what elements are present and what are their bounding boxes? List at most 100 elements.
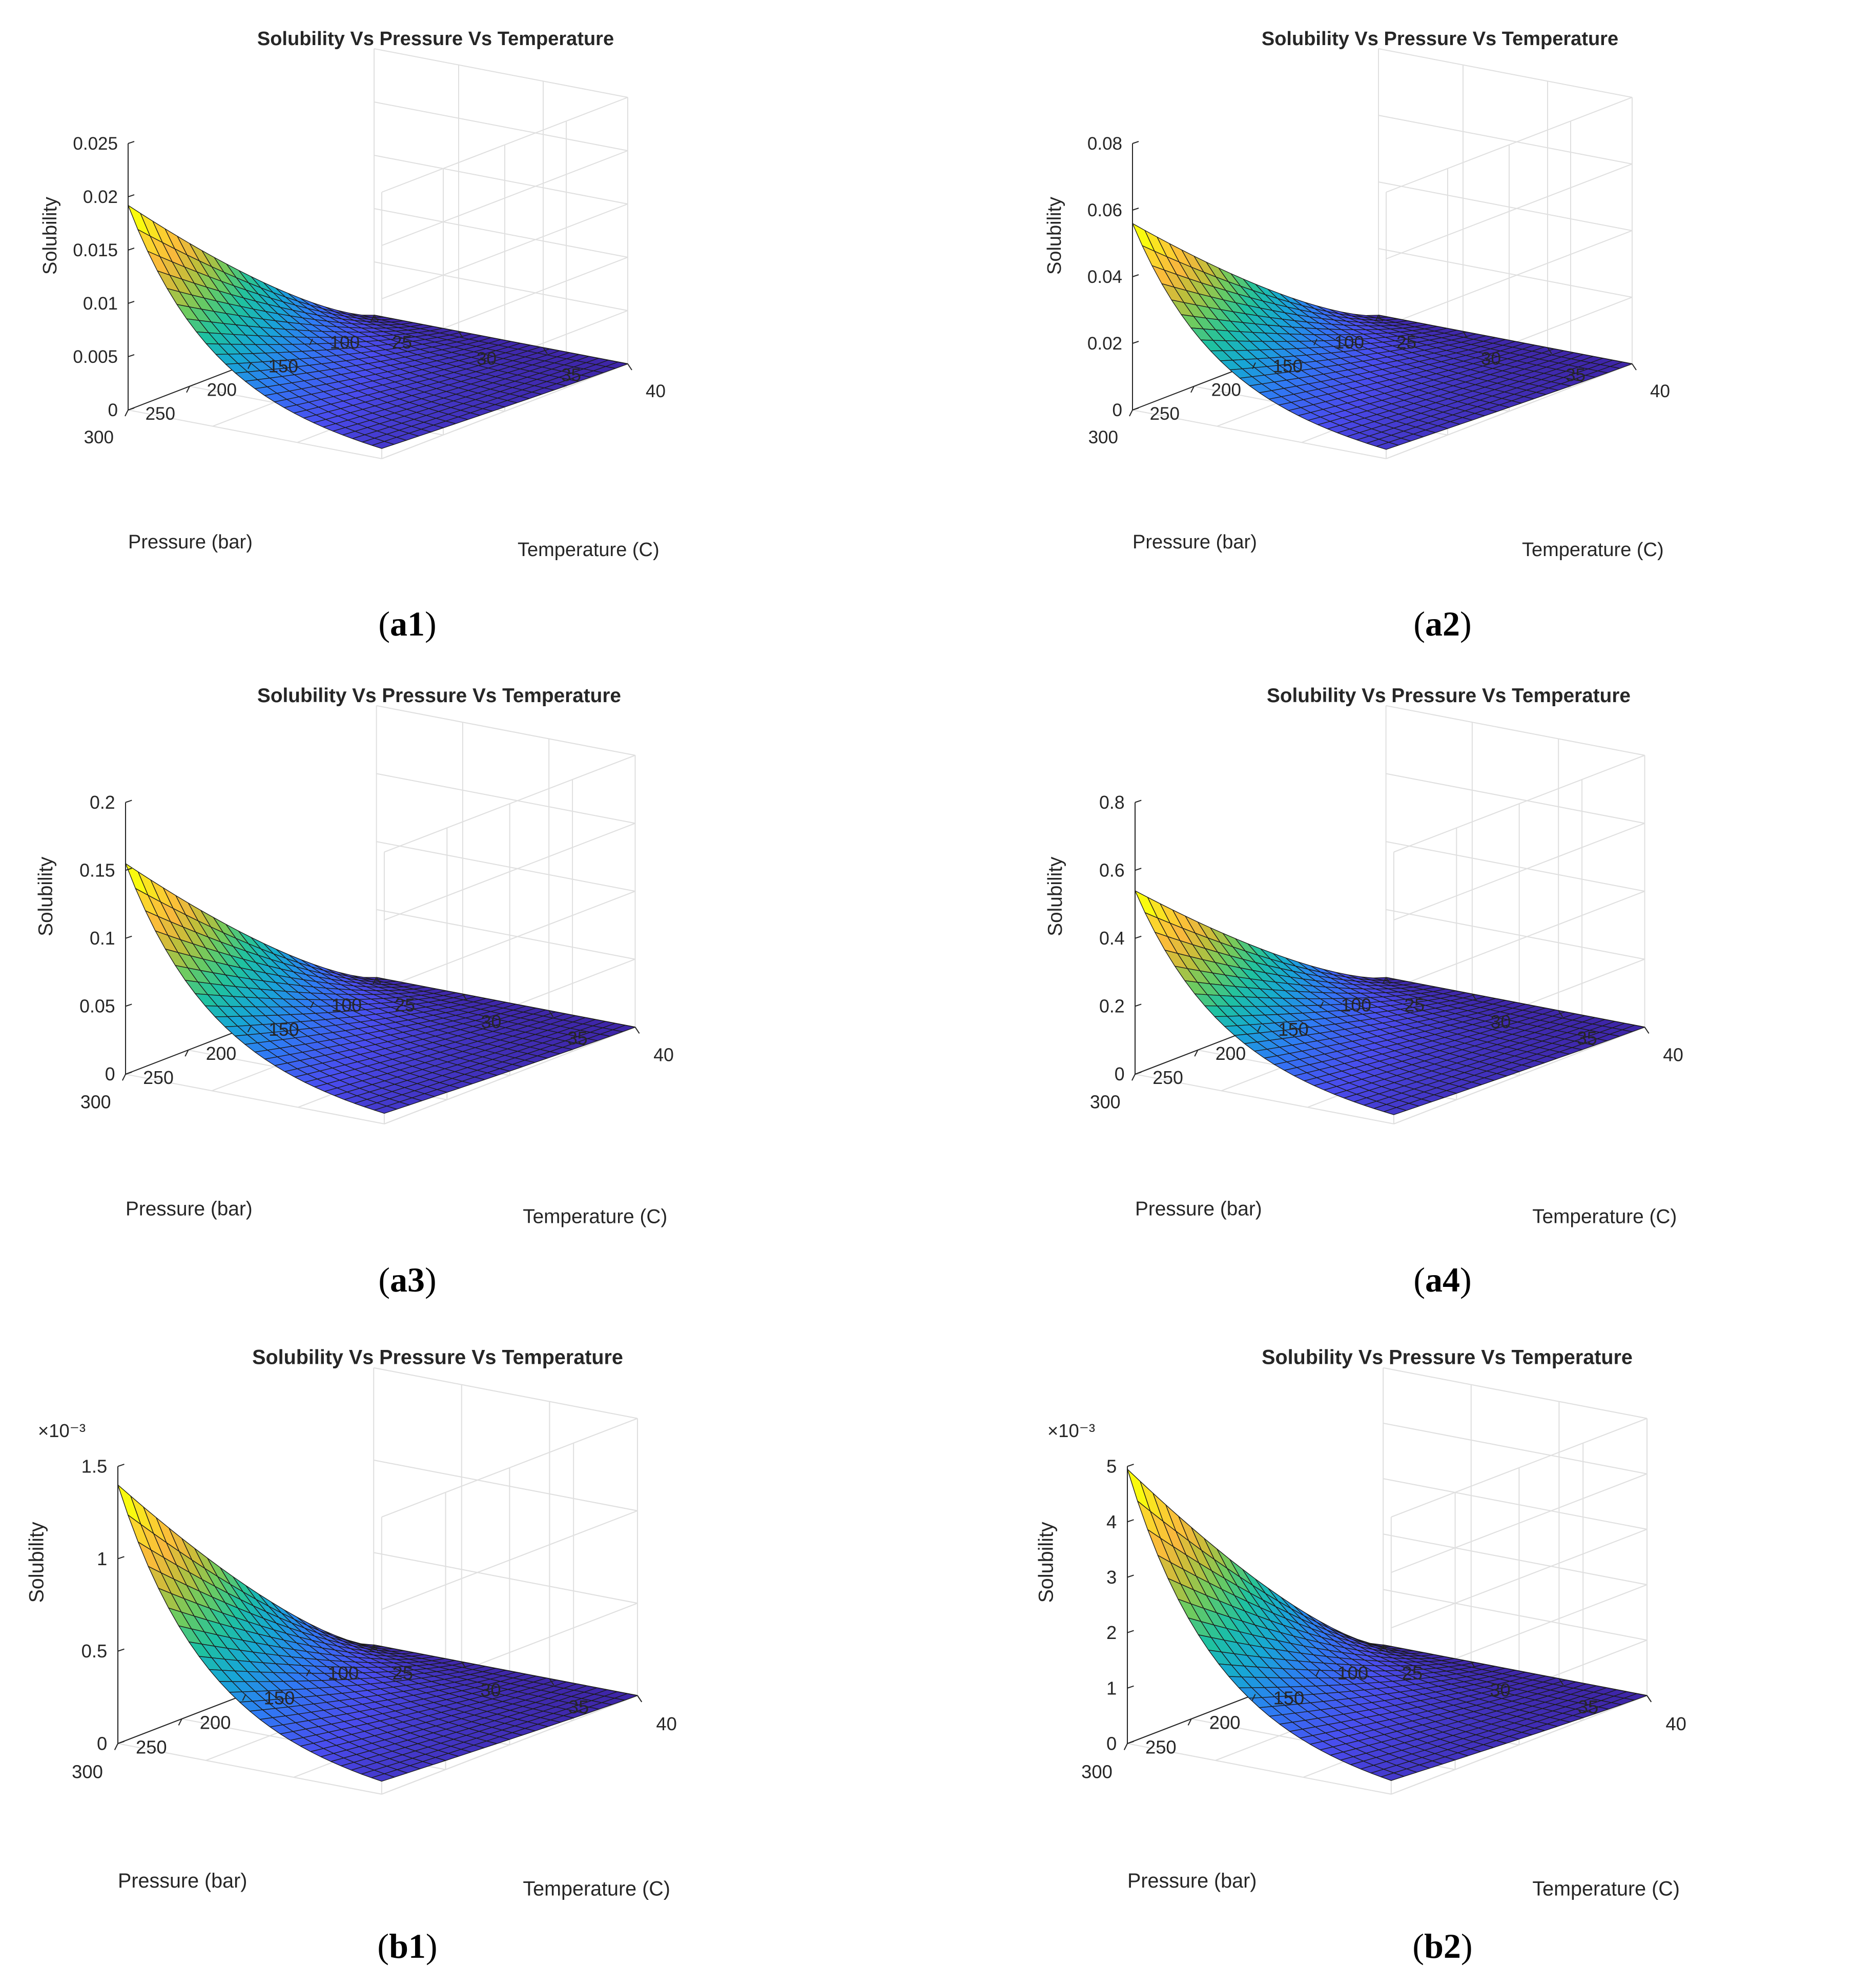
pressure-tick-label: 300 — [1090, 1092, 1121, 1112]
temperature-tick-label: 35 — [1577, 1028, 1597, 1049]
pressure-tick-label: 150 — [269, 356, 298, 376]
chart-title: Solubility Vs Pressure Vs Temperature — [252, 1346, 623, 1369]
pressure-tick-label: 100 — [327, 1663, 359, 1684]
pressure-tick-label: 200 — [206, 1043, 237, 1064]
z-tick-label: 0.2 — [1099, 996, 1125, 1017]
pressure-axis-label: Pressure (bar) — [1135, 1198, 1262, 1220]
z-tick-label: 1.5 — [81, 1456, 108, 1477]
z-tick-label: 0.8 — [1099, 792, 1125, 813]
z-tick-label: 0.01 — [83, 294, 118, 314]
chart-title: Solubility Vs Pressure Vs Temperature — [257, 28, 614, 50]
temperature-tick-label: 25 — [393, 1663, 413, 1684]
z-axis-ticks: 0 0.005 0.01 0.015 0.02 0.025 — [73, 134, 135, 420]
pressure-tick-label: 300 — [1081, 1761, 1113, 1782]
z-tick-label: 0.15 — [79, 860, 115, 880]
surface-facet — [374, 1105, 398, 1114]
panel-caption: (a4) — [1413, 1260, 1471, 1299]
z-tick-label: 0.2 — [90, 792, 115, 813]
panel-caption: (b2) — [1412, 1926, 1472, 1965]
temperature-tick-label: 35 — [568, 1696, 589, 1717]
pressure-axis-ticks: 100 150 200 250 300 — [1088, 315, 1379, 447]
temperature-axis-ticks: 25 30 35 40 — [376, 977, 674, 1065]
z-axis-label: Solubility — [1044, 856, 1066, 936]
temperature-axis-ticks: 25 30 35 40 — [1385, 977, 1683, 1065]
pressure-tick-label: 200 — [1216, 1043, 1246, 1064]
z-tick-label: 4 — [1106, 1511, 1117, 1532]
temperature-axis-label: Temperature (C) — [518, 539, 660, 561]
pressure-tick-label: 250 — [143, 1068, 174, 1088]
z-tick-label: 2 — [1106, 1622, 1117, 1643]
temperature-tick-label: 40 — [1665, 1713, 1686, 1734]
solubility-surface — [128, 204, 628, 449]
temperature-tick-label: 30 — [1490, 1679, 1510, 1700]
z-axis-label: Solubility — [1044, 197, 1065, 275]
temperature-axis-ticks: 25 30 35 40 — [1378, 315, 1670, 401]
temperature-axis-label: Temperature (C) — [523, 1877, 670, 1900]
z-tick-label: 0.08 — [1087, 134, 1122, 154]
temperature-tick-label: 40 — [646, 381, 666, 401]
pressure-tick-label: 100 — [1334, 333, 1364, 353]
pressure-tick-label: 250 — [1145, 1737, 1177, 1758]
chart-title: Solubility Vs Pressure Vs Temperature — [1262, 1346, 1633, 1369]
pressure-tick-label: 250 — [1150, 404, 1180, 424]
chart-panel-b2: 0 1 2 3 4 5 ×10⁻³ 100 150 200 250 300 25 30 35 40 Solubi… — [1035, 1346, 1686, 1900]
temperature-tick-label: 30 — [1491, 1012, 1511, 1032]
z-tick-label: 0.005 — [73, 347, 118, 367]
z-tick-label: 1 — [1106, 1677, 1117, 1698]
z-axis-ticks: 0 0.02 0.04 0.06 0.08 — [1087, 134, 1139, 420]
panel-caption: (a1) — [378, 604, 436, 643]
chart-panel-a3: 0 0.05 0.1 0.15 0.2 100 150 200 250 300 25 30 35 40 So… — [35, 685, 674, 1228]
pressure-tick-label: 100 — [1337, 1663, 1368, 1684]
pressure-tick-label: 150 — [264, 1687, 295, 1708]
pressure-tick-label: 200 — [207, 380, 237, 400]
pressure-axis-ticks: 100 150 200 250 300 — [1090, 977, 1387, 1112]
panel-caption: (a3) — [378, 1260, 436, 1299]
chart-panel-a2: 0 0.02 0.04 0.06 0.08 100 150 200 250 300 25 30 35 40… — [1044, 28, 1670, 561]
pressure-axis-label: Pressure (bar) — [1127, 1870, 1257, 1892]
z-tick-label: 1 — [97, 1548, 107, 1569]
temperature-axis-label: Temperature (C) — [1532, 1206, 1677, 1228]
z-axis-label: Solubility — [35, 856, 57, 936]
solubility-surface — [1132, 223, 1633, 450]
chart-title: Solubility Vs Pressure Vs Temperature — [1267, 685, 1631, 707]
z-exponent-label: ×10⁻³ — [1047, 1420, 1095, 1441]
z-tick-label: 0 — [1113, 400, 1122, 420]
surface-facet — [372, 441, 395, 449]
pressure-tick-label: 300 — [84, 427, 114, 447]
pressure-tick-label: 250 — [146, 404, 175, 424]
solubility-surface — [1135, 890, 1645, 1115]
z-tick-label: 0 — [1115, 1064, 1125, 1084]
temperature-tick-label: 35 — [1566, 365, 1586, 385]
temperature-tick-label: 25 — [392, 333, 412, 353]
pressure-tick-label: 200 — [1211, 380, 1241, 400]
temperature-tick-label: 25 — [1402, 1663, 1423, 1684]
chart-panel-a4: 0 0.2 0.4 0.6 0.8 100 150 200 250 300 25 30 35 40 Solu… — [1044, 685, 1683, 1228]
temperature-tick-label: 30 — [481, 1012, 502, 1032]
pressure-tick-label: 200 — [200, 1712, 231, 1733]
temperature-axis-ticks: 25 30 35 40 — [374, 315, 666, 401]
pressure-tick-label: 150 — [1273, 1687, 1305, 1708]
chart-panel-b1: 0 0.5 1 1.5 ×10⁻³ 100 150 200 250 300 25 30 35 40 Solu… — [25, 1346, 676, 1900]
z-tick-label: 3 — [1106, 1567, 1117, 1588]
z-tick-label: 0.06 — [1087, 200, 1122, 220]
z-tick-label: 0.6 — [1099, 860, 1125, 880]
z-tick-label: 0.1 — [90, 928, 115, 949]
z-tick-label: 0.025 — [73, 134, 118, 154]
temperature-tick-label: 25 — [1396, 333, 1416, 353]
pressure-tick-label: 100 — [1341, 995, 1371, 1016]
temperature-axis-ticks: 25 30 35 40 — [1383, 1645, 1686, 1734]
pressure-tick-label: 300 — [80, 1092, 111, 1112]
pressure-tick-label: 100 — [330, 333, 360, 353]
pressure-tick-label: 150 — [269, 1019, 299, 1040]
temperature-axis-ticks: 25 30 35 40 — [373, 1645, 677, 1734]
temperature-tick-label: 35 — [567, 1028, 588, 1049]
pressure-tick-label: 300 — [1088, 427, 1118, 447]
z-tick-label: 0.015 — [73, 240, 118, 260]
surface-facet — [1381, 1772, 1405, 1781]
temperature-tick-label: 40 — [653, 1045, 674, 1065]
temperature-tick-label: 40 — [656, 1713, 676, 1734]
temperature-tick-label: 40 — [1663, 1045, 1683, 1065]
pressure-axis-ticks: 100 150 200 250 300 — [80, 977, 377, 1112]
temperature-tick-label: 25 — [395, 995, 415, 1016]
